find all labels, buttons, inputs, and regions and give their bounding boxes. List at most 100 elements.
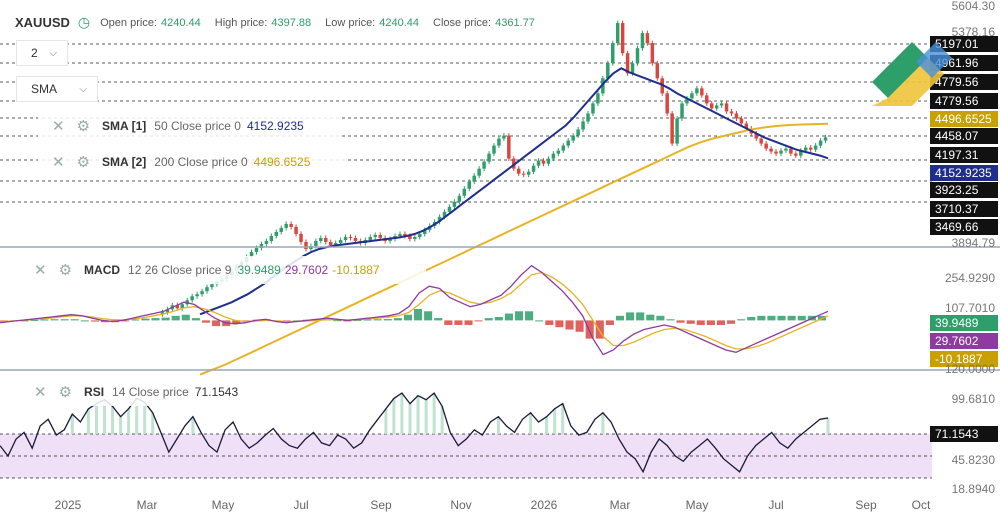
macd-line [0, 264, 829, 356]
candle-body [546, 158, 551, 164]
price-gridlines [0, 43, 932, 203]
macd-hist-bar [444, 320, 453, 325]
macd-badge-bg [930, 315, 998, 331]
candle-body [705, 95, 709, 104]
candle-body [324, 237, 328, 242]
sma200-line [199, 122, 829, 376]
macd-badge: -10.1887 [935, 352, 983, 366]
price-level-label-bg [930, 219, 998, 235]
gear-icon[interactable]: ⚙ [58, 261, 73, 279]
clock-icon[interactable]: ◷ [77, 14, 91, 30]
rsi-badge: 71.1543 [935, 427, 979, 441]
candle-body [645, 33, 650, 44]
candle-body [452, 201, 457, 207]
candle-body [611, 43, 615, 64]
price-level-label: 4197.31 [935, 148, 979, 162]
price-level-label: 4779.56 [935, 94, 979, 108]
candle-body [739, 118, 744, 124]
gear-icon[interactable]: ⚙ [76, 117, 91, 135]
sma2-params: 200 Close price 0 [154, 155, 248, 169]
close-icon[interactable]: ✕ [52, 117, 65, 135]
macd-hist-bar [70, 319, 79, 321]
macd-hist-bar [373, 319, 382, 321]
y-tick-label: 99.6810 [952, 392, 996, 406]
candle-body [680, 103, 684, 119]
macd-hist-bar [484, 318, 493, 321]
rsi-params: 14 Close price [112, 385, 189, 399]
macd-hist-bar [525, 311, 534, 321]
open-label: Open price: [100, 16, 157, 29]
macd-hist-bar [40, 319, 49, 321]
close-icon[interactable]: ✕ [52, 153, 65, 171]
candle-body [571, 135, 575, 141]
candle-body [769, 148, 773, 152]
price-level-label: 4779.56 [935, 75, 979, 89]
macd-hist-bar [636, 312, 645, 321]
macd-hist-bar [676, 320, 685, 323]
candle-body [338, 239, 343, 243]
candle-body [269, 235, 274, 241]
sma2-legend: ✕ ⚙ SMA [2] 200 Close price 0 4496.6525 [38, 148, 348, 176]
candle-body [759, 138, 763, 144]
x-tick-label: 2025 [55, 498, 82, 512]
candle-body [497, 138, 501, 146]
price-level-label: 4458.07 [935, 129, 979, 143]
period-select[interactable]: 2 ⌵ [16, 40, 68, 66]
candle-body [507, 135, 511, 159]
macd-hist-bar [353, 319, 362, 321]
candle-body [794, 153, 798, 156]
sma50-line [199, 67, 829, 316]
candle-body [536, 160, 541, 166]
x-tick-label: May [686, 498, 709, 512]
y-tick-label: 5378.16 [952, 25, 996, 39]
macd-hist-bar [151, 318, 160, 321]
macd-hist-bar [464, 320, 473, 325]
sma1-name: SMA [1] [102, 119, 147, 133]
rsi-name: RSI [84, 385, 105, 399]
candle-body [175, 305, 180, 309]
candle-body [165, 309, 170, 313]
high-value: 4397.88 [271, 16, 312, 29]
candle-body [477, 168, 481, 176]
macd-hist-bar [434, 318, 443, 321]
chevron-down-icon: ⌵ [49, 47, 57, 59]
candle-body [348, 236, 353, 238]
candle-body [635, 48, 640, 64]
symbol-label[interactable]: XAUUSD [15, 15, 70, 30]
candle-body [734, 113, 739, 119]
close-icon[interactable]: ✕ [34, 383, 47, 401]
macd-hist-bar [666, 319, 675, 321]
macd-hist-bar [363, 319, 372, 321]
macd-value-2: 29.7602 [284, 263, 329, 277]
y-tick-label: 3894.79 [952, 236, 996, 250]
x-tick-label: Sep [370, 498, 392, 512]
macd-hist-bar [494, 316, 503, 321]
candle-body [576, 129, 580, 136]
candle-body [551, 153, 556, 159]
macd-hist-bar [696, 320, 705, 325]
sma1-legend: ✕ ⚙ SMA [1] 50 Close price 0 4152.9235 [38, 112, 342, 140]
macd-hist-bar [565, 320, 574, 330]
indicator-select[interactable]: SMA ⌵ [16, 76, 98, 102]
x-tick-label: Mar [610, 498, 631, 512]
candle-body [195, 294, 199, 297]
gear-icon[interactable]: ⚙ [58, 383, 73, 401]
candle-body [447, 206, 452, 212]
candle-body [378, 234, 382, 238]
rsi-pane [0, 392, 932, 479]
gear-icon[interactable]: ⚙ [76, 153, 91, 171]
candle-body [601, 78, 605, 94]
macd-hist-bar [212, 320, 221, 327]
candle-body [467, 181, 471, 189]
close-value: 4361.77 [495, 16, 535, 29]
y-tick-label: 107.7010 [945, 301, 995, 315]
macd-hist-bar [727, 320, 736, 324]
macd-hist-bar [706, 320, 715, 325]
candle-body [724, 103, 729, 112]
macd-legend: ✕ ⚙ MACD 12 26 Close price 9 39.9489 29.… [16, 256, 426, 284]
close-icon[interactable]: ✕ [34, 261, 47, 279]
price-level-label: 5197.01 [935, 37, 979, 51]
macd-hist-bar [141, 318, 150, 321]
macd-name: MACD [84, 263, 121, 277]
macd-hist-bar [737, 319, 746, 321]
